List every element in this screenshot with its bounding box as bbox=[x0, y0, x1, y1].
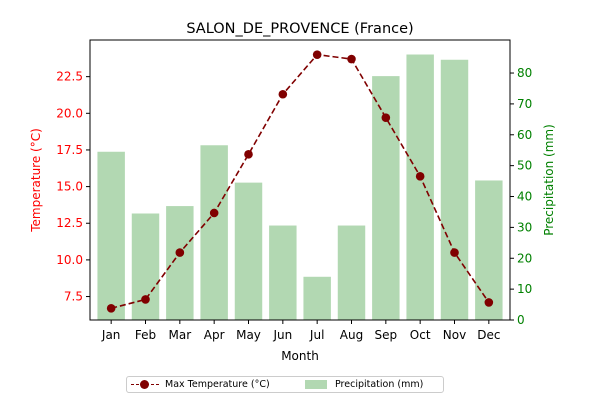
precipitation-bar-jul bbox=[303, 276, 331, 320]
right-axis-ticks: 0 10 20 30 40 50 60 70 80 bbox=[510, 66, 532, 327]
temperature-point-sep bbox=[381, 113, 391, 122]
x-axis-label: Month bbox=[281, 349, 319, 363]
left-tick-label: 22.5 bbox=[56, 70, 83, 84]
left-tick-label: 15.0 bbox=[56, 180, 83, 194]
temperature-point-feb bbox=[141, 295, 150, 304]
x-tick-label: May bbox=[236, 328, 261, 342]
x-tick-label: Oct bbox=[410, 328, 431, 342]
precipitation-bar-oct bbox=[406, 54, 434, 321]
x-tick-label: Mar bbox=[169, 328, 192, 342]
precipitation-bar-sep bbox=[372, 76, 400, 320]
left-tick-label: 20.0 bbox=[56, 106, 83, 120]
temperature-line bbox=[106, 50, 494, 313]
precipitation-bar-jan bbox=[97, 151, 125, 320]
precipitation-bar-apr bbox=[200, 145, 228, 320]
right-tick-label: 70 bbox=[517, 97, 532, 111]
precipitation-bar-feb bbox=[131, 213, 160, 320]
right-tick-label: 10 bbox=[517, 282, 532, 296]
temperature-point-oct bbox=[415, 172, 425, 181]
precipitation-bar-dec bbox=[475, 180, 503, 320]
x-tick-label: Dec bbox=[477, 328, 500, 342]
right-tick-label: 80 bbox=[517, 66, 532, 80]
temperature-point-dec bbox=[484, 298, 494, 307]
plot-frame bbox=[89, 39, 511, 321]
legend-bar-patch-icon bbox=[305, 380, 327, 389]
temperature-point-jul bbox=[312, 50, 322, 59]
left-tick-label: 7.5 bbox=[64, 290, 83, 304]
temperature-point-nov bbox=[450, 248, 459, 257]
x-axis-ticks: Jan Feb Mar Apr May Jun Jul Aug Sep Oct Nov Dec bbox=[101, 320, 500, 342]
chart-title: SALON_DE_PROVENCE (France) bbox=[186, 21, 413, 37]
x-tick-label: Apr bbox=[204, 328, 225, 342]
right-tick-label: 30 bbox=[517, 220, 532, 234]
legend-label-precipitation: Precipitation (mm) bbox=[335, 379, 424, 390]
precipitation-bars bbox=[97, 54, 503, 321]
right-axis-label: Precipitation (mm) bbox=[542, 124, 556, 236]
temperature-point-may bbox=[244, 150, 253, 159]
x-tick-label: Nov bbox=[443, 328, 466, 342]
temperature-point-jun bbox=[278, 89, 288, 99]
x-tick-label: Feb bbox=[135, 328, 156, 342]
x-tick-label: Jul bbox=[309, 328, 324, 342]
precipitation-bar-jun bbox=[269, 225, 297, 320]
right-tick-label: 40 bbox=[517, 190, 532, 204]
temperature-point-jan bbox=[106, 303, 116, 313]
precipitation-bar-mar bbox=[166, 206, 194, 320]
right-tick-label: 0 bbox=[517, 313, 525, 327]
left-tick-label: 12.5 bbox=[56, 216, 83, 230]
temperature-point-mar bbox=[175, 248, 185, 257]
chart-legend: Max Temperature (°C) Precipitation (mm) bbox=[126, 376, 444, 393]
x-tick-label: Jun bbox=[272, 328, 292, 342]
x-tick-label: Aug bbox=[340, 328, 363, 342]
left-axis-ticks: 7.5 10.0 12.5 15.0 17.5 20.0 22.5 bbox=[56, 70, 90, 304]
left-axis-label: Temperature (°C) bbox=[29, 128, 43, 233]
legend-line-marker-icon bbox=[131, 377, 159, 392]
left-tick-label: 10.0 bbox=[56, 253, 83, 267]
x-tick-label: Sep bbox=[375, 328, 398, 342]
x-tick-label: Jan bbox=[101, 328, 121, 342]
legend-item-precipitation: Precipitation (mm) bbox=[305, 377, 423, 392]
left-tick-label: 17.5 bbox=[56, 143, 83, 157]
temperature-point-aug bbox=[347, 54, 356, 64]
temperature-point-apr bbox=[209, 208, 219, 218]
right-tick-label: 50 bbox=[517, 159, 532, 173]
temperature-series-line bbox=[110, 53, 490, 310]
legend-item-temperature: Max Temperature (°C) bbox=[131, 377, 270, 392]
precipitation-bar-aug bbox=[337, 225, 366, 320]
legend-label-temperature: Max Temperature (°C) bbox=[165, 379, 270, 390]
right-tick-label: 60 bbox=[517, 128, 532, 142]
precipitation-bar-may bbox=[234, 182, 263, 320]
precipitation-bar-nov bbox=[440, 59, 469, 320]
right-tick-label: 20 bbox=[517, 251, 532, 265]
